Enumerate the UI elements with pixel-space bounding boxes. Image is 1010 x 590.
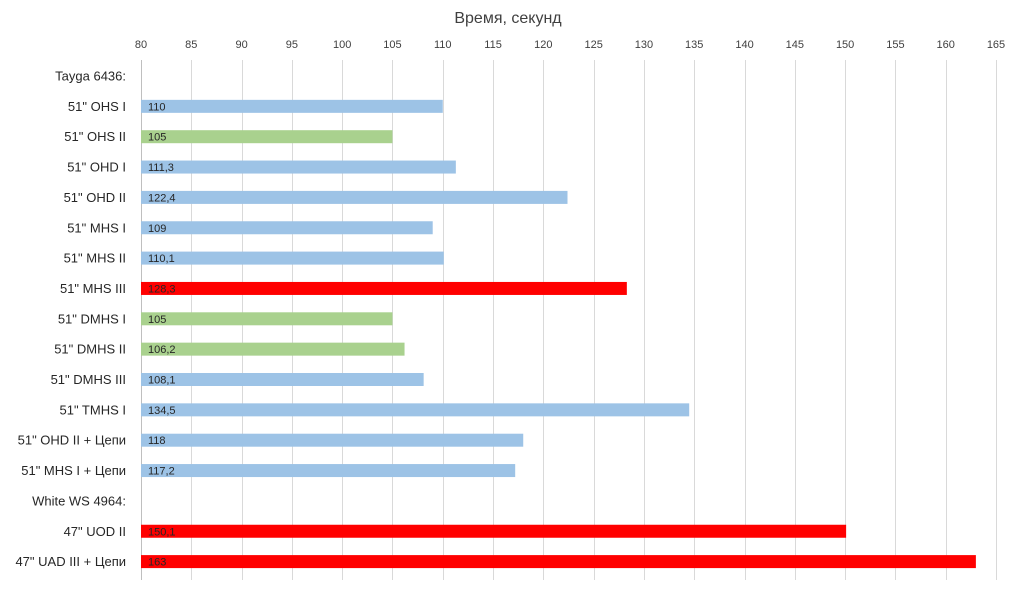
category-label: 51" MHS III — [60, 281, 126, 296]
data-label: 117,2 — [148, 466, 175, 478]
bar — [141, 99, 443, 113]
x-tick-label: 110 — [434, 39, 452, 51]
bar — [141, 221, 433, 235]
category-label: 51" OHD I — [67, 160, 126, 175]
bar — [141, 190, 568, 204]
category-label: 51" OHS I — [68, 99, 126, 114]
category-label: 51" OHD II — [64, 190, 126, 205]
bar — [141, 130, 393, 144]
bar — [141, 342, 405, 356]
x-tick-label: 105 — [383, 39, 401, 51]
x-tick-label: 80 — [135, 39, 147, 51]
x-tick-label: 160 — [937, 39, 955, 51]
x-tick-label: 145 — [786, 39, 804, 51]
bar — [141, 160, 456, 174]
x-tick-label: 130 — [635, 39, 653, 51]
data-label: 110,1 — [148, 253, 175, 265]
category-label: Tayga 6436: — [55, 69, 126, 84]
x-axis-ticks: 80 85 90 95 100 105 110 115 120 125 130 135 140 145 15… — [135, 39, 1005, 51]
category-label: 51" OHS II — [64, 129, 126, 144]
category-label: 51" TMHS I — [59, 402, 126, 417]
data-label: 163 — [148, 557, 166, 569]
category-label: White WS 4964: — [32, 493, 126, 508]
x-tick-label: 100 — [333, 39, 351, 51]
x-tick-label: 165 — [987, 39, 1005, 51]
category-label: 51" DMHS II — [54, 342, 126, 357]
x-tick-label: 85 — [185, 39, 197, 51]
data-label: 128,3 — [148, 283, 176, 295]
x-tick-label: 95 — [286, 39, 298, 51]
category-label: 51" MHS II — [64, 251, 126, 266]
data-label: 109 — [148, 223, 166, 235]
x-tick-label: 150 — [836, 39, 854, 51]
bar — [141, 373, 424, 386]
bar — [141, 555, 976, 569]
category-label: 51" OHD II + Цепи — [18, 433, 126, 448]
bar — [141, 433, 524, 447]
data-label: 122,4 — [148, 192, 176, 204]
data-label: 111,3 — [148, 162, 174, 174]
category-label: 47" UAD III + Цепи — [15, 554, 126, 569]
data-label: 110 — [148, 101, 166, 113]
x-tick-label: 90 — [235, 39, 247, 51]
data-label: 105 — [148, 314, 166, 326]
category-label: 51" MHS I + Цепи — [21, 463, 126, 478]
bar — [141, 403, 690, 417]
bar — [141, 281, 627, 295]
bar — [141, 251, 444, 265]
data-label: 118 — [148, 435, 166, 447]
bar — [141, 524, 847, 538]
x-tick-label: 120 — [534, 39, 552, 51]
x-tick-label: 155 — [886, 39, 904, 51]
bar — [141, 464, 516, 478]
gridlines — [141, 60, 997, 580]
category-labels: Tayga 6436: 51" OHS I 51" OHS II 51" OHD I 5… — [15, 69, 126, 570]
x-tick-label: 125 — [584, 39, 602, 51]
x-tick-label: 140 — [735, 39, 753, 51]
chart-title: Время, секунд — [454, 10, 562, 27]
category-label: 51" MHS I — [67, 220, 126, 235]
category-label: 47" UOD II — [64, 524, 126, 539]
x-tick-label: 135 — [685, 39, 703, 51]
data-label: 106,2 — [148, 344, 176, 356]
bar — [141, 312, 393, 326]
data-label: 108,1 — [148, 375, 176, 387]
x-tick-label: 115 — [484, 39, 502, 51]
category-label: 51" DMHS I — [58, 311, 126, 326]
bars — [141, 99, 976, 569]
category-label: 51" DMHS III — [51, 372, 126, 387]
data-label: 150,1 — [148, 526, 176, 538]
data-label: 105 — [148, 132, 166, 144]
data-label: 134,5 — [148, 405, 176, 417]
data-labels: 110 105 111,3 122,4 109 110,1 128,3 105 106,2 108… — [148, 101, 176, 568]
